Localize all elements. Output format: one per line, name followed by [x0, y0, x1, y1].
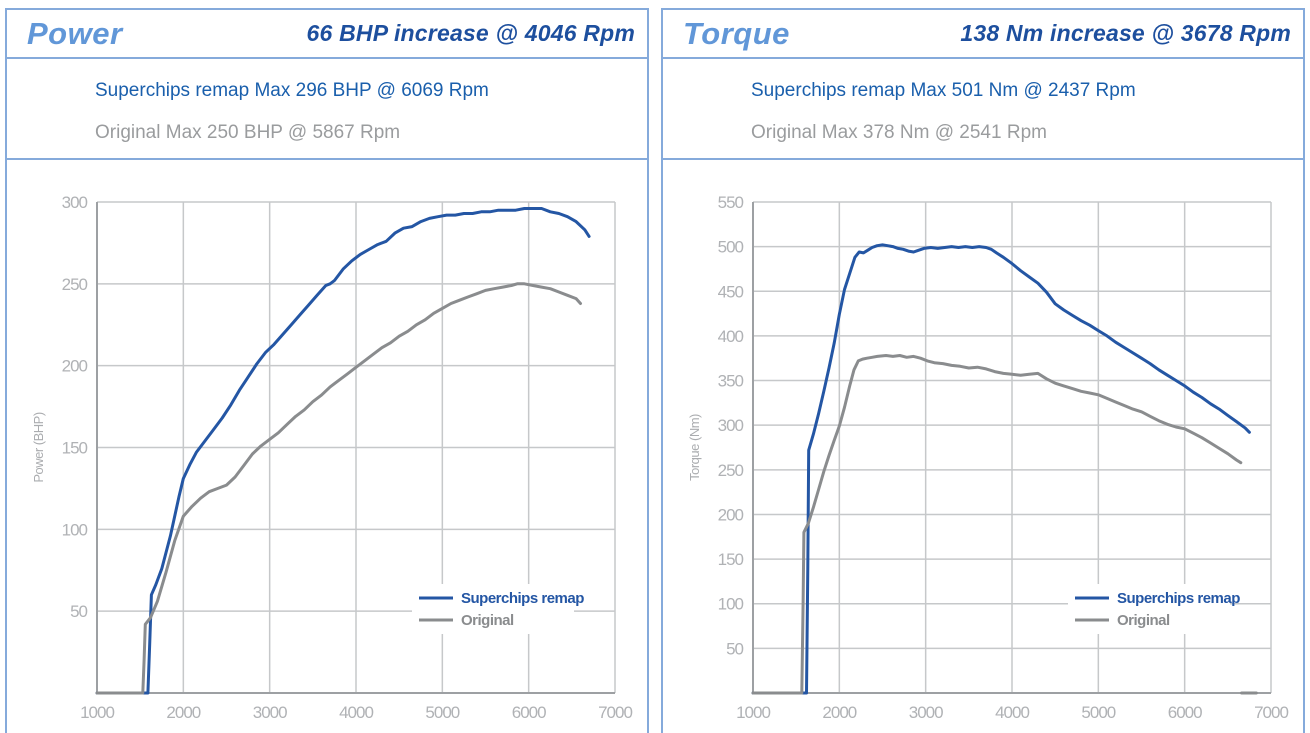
- svg-text:200: 200: [718, 505, 744, 524]
- power-title: Power: [27, 15, 123, 51]
- svg-text:150: 150: [62, 439, 88, 458]
- svg-text:5000: 5000: [1081, 703, 1115, 722]
- series-superchips-remap: [95, 207, 591, 695]
- axes: [752, 202, 1271, 694]
- svg-text:400: 400: [718, 327, 744, 346]
- series-superchips-remap: [751, 243, 1251, 695]
- svg-text:Original: Original: [461, 612, 514, 629]
- svg-text:100: 100: [62, 520, 88, 539]
- torque-original-max: Original Max 378 Nm @ 2541 Rpm: [751, 122, 1047, 143]
- svg-text:Superchips remap: Superchips remap: [1117, 590, 1240, 607]
- svg-text:Superchips remap: Superchips remap: [461, 590, 584, 607]
- y-axis-title: Power (BHP): [31, 412, 46, 483]
- torque-chart: 50 100 150 200 250 300 350 400 450 500 550 1000 2000…: [687, 193, 1289, 722]
- svg-text:550: 550: [718, 193, 744, 212]
- svg-text:Original: Original: [1117, 612, 1170, 629]
- torque-panel: Torque 138 Nm increase @ 3678 Rpm Superc…: [661, 8, 1305, 733]
- x-tick-labels: 1000 2000 3000 4000 5000 6000 7000: [736, 703, 1289, 722]
- svg-text:250: 250: [62, 275, 88, 294]
- svg-text:1000: 1000: [736, 703, 770, 722]
- torque-increase-label: 138 Nm increase @ 3678 Rpm: [960, 20, 1291, 46]
- svg-text:250: 250: [718, 461, 744, 480]
- power-panel: Power 66 BHP increase @ 4046 Rpm Superch…: [5, 8, 649, 733]
- svg-text:200: 200: [62, 357, 88, 376]
- svg-text:50: 50: [70, 602, 87, 621]
- svg-text:50: 50: [726, 639, 743, 658]
- power-header: Power 66 BHP increase @ 4046 Rpm: [7, 10, 647, 59]
- torque-remap-max: Superchips remap Max 501 Nm @ 2437 Rpm: [751, 80, 1136, 101]
- y-axis-title: Torque (Nm): [687, 414, 702, 481]
- svg-text:7000: 7000: [598, 703, 632, 722]
- power-original-max: Original Max 250 BHP @ 5867 Rpm: [95, 122, 401, 143]
- svg-text:3000: 3000: [909, 703, 943, 722]
- svg-text:300: 300: [62, 193, 88, 212]
- svg-text:350: 350: [718, 372, 744, 391]
- svg-text:4000: 4000: [995, 703, 1029, 722]
- svg-text:150: 150: [718, 550, 744, 569]
- y-tick-labels: 50 100 150 200 250 300: [62, 193, 89, 621]
- svg-text:6000: 6000: [1168, 703, 1202, 722]
- axes: [96, 202, 615, 694]
- svg-text:4000: 4000: [339, 703, 373, 722]
- torque-summary: Superchips remap Max 501 Nm @ 2437 Rpm O…: [663, 59, 1303, 160]
- svg-text:5000: 5000: [425, 703, 459, 722]
- power-summary: Superchips remap Max 296 BHP @ 6069 Rpm …: [7, 59, 647, 160]
- svg-text:500: 500: [718, 238, 744, 257]
- series-original: [95, 282, 582, 695]
- power-chart-area: 50 100 150 200 250 300 1000 2000 3000 4000 5000 600…: [7, 160, 647, 733]
- svg-text:450: 450: [718, 282, 744, 301]
- svg-text:100: 100: [718, 595, 744, 614]
- power-chart: 50 100 150 200 250 300 1000 2000 3000 4000 5000 600…: [31, 193, 633, 722]
- svg-text:2000: 2000: [822, 703, 856, 722]
- power-remap-max: Superchips remap Max 296 BHP @ 6069 Rpm: [95, 80, 489, 101]
- svg-text:7000: 7000: [1254, 703, 1288, 722]
- series-original: [751, 354, 1243, 695]
- legend: Superchips remap Original: [1068, 584, 1241, 634]
- x-tick-labels: 1000 2000 3000 4000 5000 6000 7000: [80, 703, 633, 722]
- torque-header: Torque 138 Nm increase @ 3678 Rpm: [663, 10, 1303, 59]
- svg-text:2000: 2000: [166, 703, 200, 722]
- power-increase-label: 66 BHP increase @ 4046 Rpm: [306, 20, 635, 46]
- y-tick-labels: 50 100 150 200 250 300 350 400 450 500 550: [718, 193, 745, 658]
- svg-text:3000: 3000: [253, 703, 287, 722]
- svg-text:1000: 1000: [80, 703, 114, 722]
- legend: Superchips remap Original: [412, 584, 585, 634]
- torque-title: Torque: [683, 15, 790, 51]
- svg-text:300: 300: [718, 416, 744, 435]
- torque-chart-area: 50 100 150 200 250 300 350 400 450 500 550 1000 2000…: [663, 160, 1303, 733]
- svg-text:6000: 6000: [512, 703, 546, 722]
